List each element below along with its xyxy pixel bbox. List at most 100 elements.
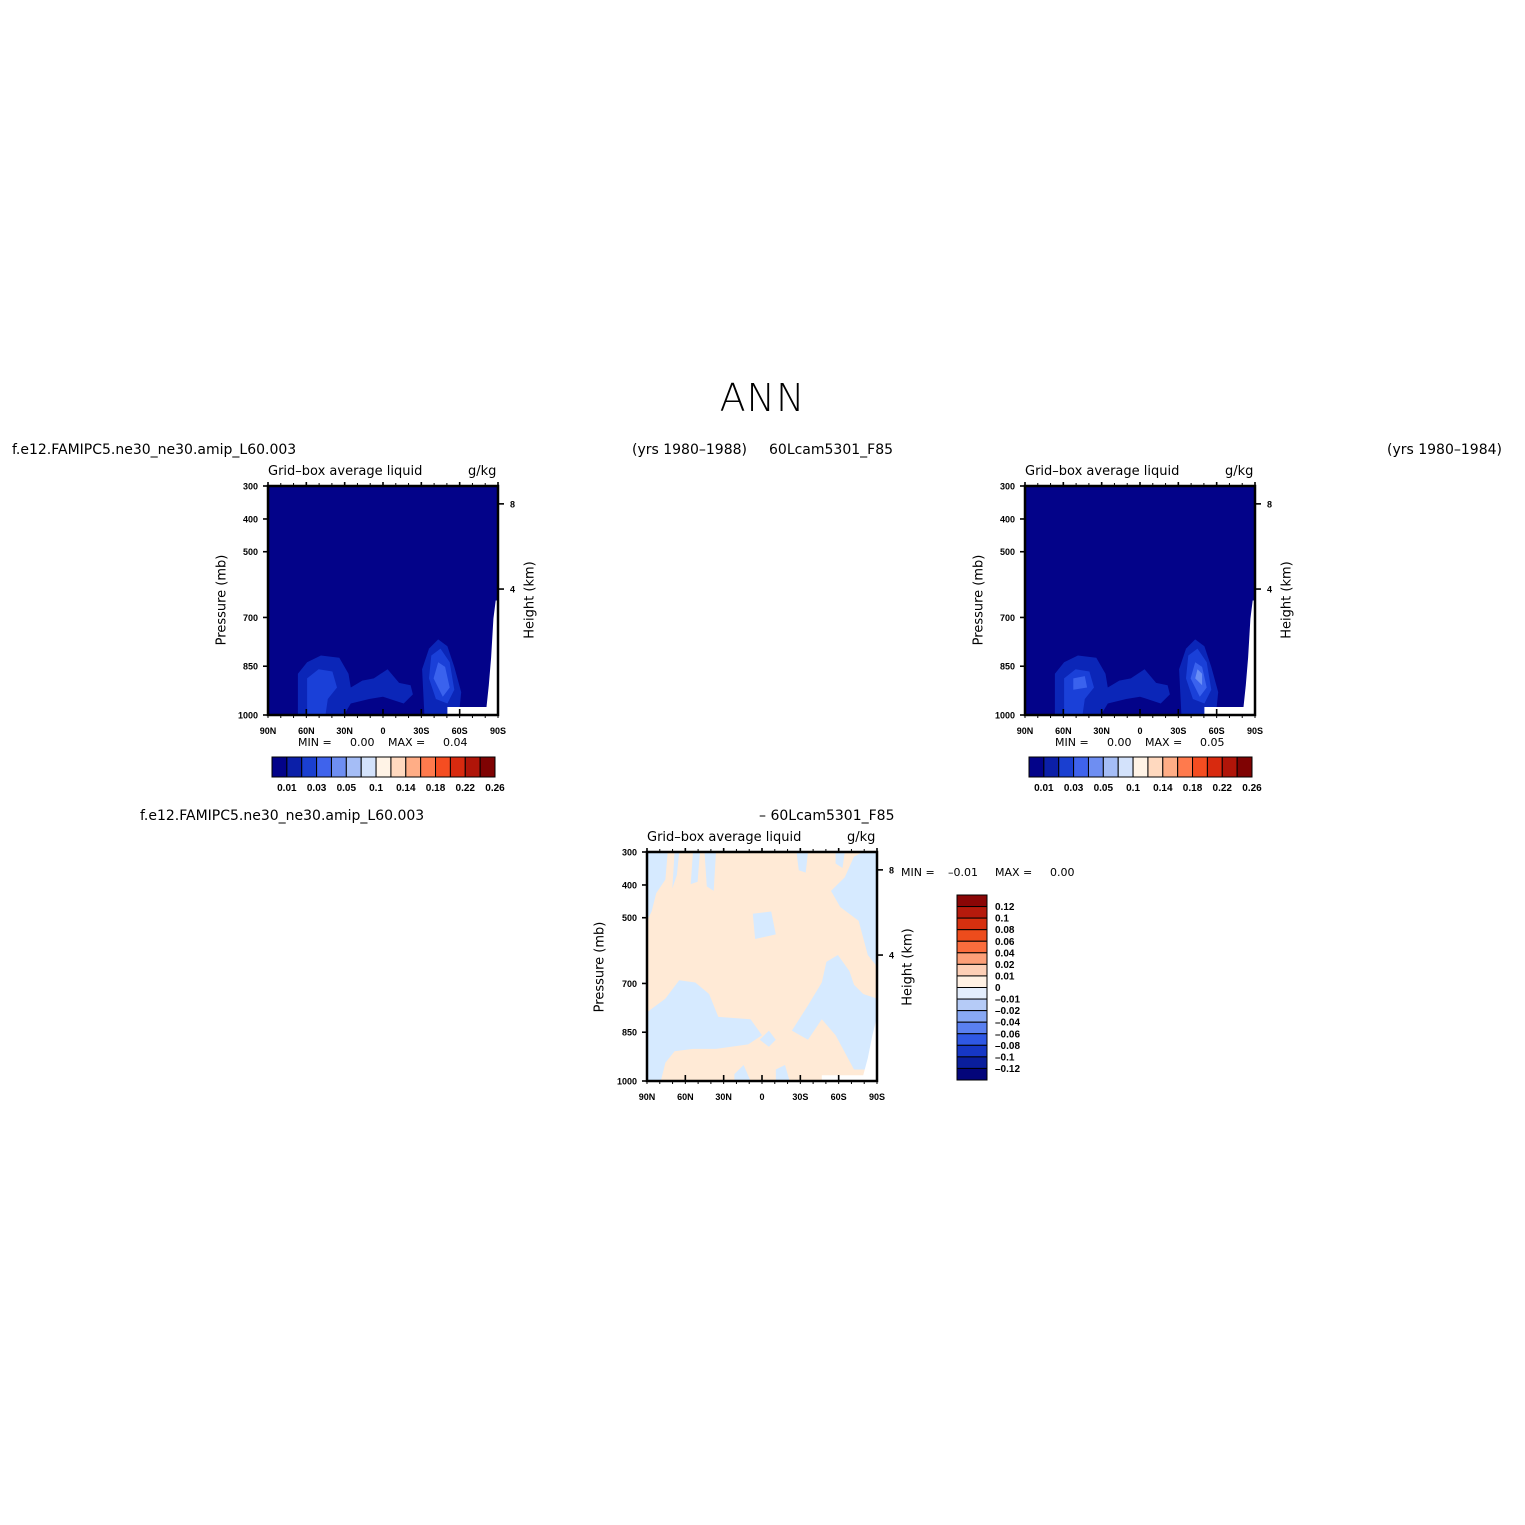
colorbar-swatch [1236,756,1253,778]
x-tick-label: 90S [490,726,506,736]
colorbar-label: 0.22 [1213,783,1233,794]
y-tick-label: 400 [1000,514,1015,524]
colorbar-label: –0.01 [995,995,1020,1006]
x-tick-label: 60S [1209,726,1225,736]
panel-units: g/kg [1225,464,1254,479]
colorbar-label: –0.04 [995,1018,1020,1029]
colorbar-swatch [956,952,988,965]
colorbar-label: –0.1 [995,1052,1015,1063]
panel-title: Grid–box average liquid [268,464,423,479]
y-tick-label: 300 [622,848,637,858]
colorbar-swatch [464,756,481,778]
colorbar-label: 0.18 [1183,783,1203,794]
colorbar-swatch [301,756,318,778]
min-value: 0.00 [1107,736,1132,749]
x-tick-label: 30N [715,1092,732,1102]
colorbar-swatch [449,756,466,778]
x-tick-label: 0 [759,1092,764,1102]
contour-level-4 [1195,669,1203,686]
max-label: MAX = [995,866,1033,879]
colorbar-label: 0 [995,983,1001,994]
colorbar-swatch [1147,756,1164,778]
contour-level-2 [1064,669,1094,715]
x-tick-label: 60S [831,1092,847,1102]
x-tick-label: 30N [1093,726,1110,736]
colorbar-swatch [956,940,988,954]
colorbar-label: 0.26 [485,783,505,794]
colorbar-swatch [479,756,496,778]
colorbar-label: 0.08 [995,925,1015,936]
colorbar-label: 0.03 [307,783,327,794]
panel-units: g/kg [468,464,497,479]
negative-anomaly-region [791,955,877,1070]
negative-anomaly-region [647,980,762,1081]
y-tick-label: 700 [622,979,637,989]
colorbar-swatch [316,756,332,778]
negative-anomaly-region [831,852,877,967]
colorbar-label: 0.05 [337,783,357,794]
colorbar-swatch [956,1067,988,1081]
colorbar-swatch [956,1033,988,1046]
y-tick-label: 1000 [238,711,258,721]
colorbar-swatch [1087,756,1104,778]
y-tick-label: 1000 [617,1077,637,1087]
panel-title: Grid–box average liquid [1025,464,1180,479]
contour-level-3 [1073,676,1088,690]
colorbar-label: 0.01 [995,971,1015,982]
x-tick-label: 0 [380,726,385,736]
y-tick-label: 700 [243,613,258,623]
colorbar-swatch [330,756,347,778]
min-label: MIN = [1055,736,1089,749]
panel-units: g/kg [847,830,876,845]
top-right-years-label: (yrs 1980–1984) [1387,442,1502,458]
max-label: MAX = [1145,736,1183,749]
x-tick-label: 60S [452,726,468,736]
y-tick-label: 850 [1000,662,1015,672]
panel-title: Grid–box average liquid [647,830,802,845]
colorbar-swatch [956,963,988,977]
colorbar-label: 0.01 [1034,783,1054,794]
colorbar-swatch [1192,756,1208,778]
colorbar-swatch [435,756,451,778]
colorbar-swatch [956,929,988,942]
top-left-years-label: (yrs 1980–1988) [632,442,747,458]
negative-anomaly-region [647,852,668,921]
colorbar-label: 0.18 [426,783,446,794]
colorbar-label: 0.06 [995,937,1015,948]
colorbar-swatch [1102,756,1119,778]
x-tick-label: 30S [792,1092,808,1102]
colorbar-swatch [375,756,392,778]
colorbar-swatch [956,975,988,988]
negative-anomaly-region [835,852,845,868]
x-tick-label: 30S [1170,726,1186,736]
colorbar-swatch [360,756,377,778]
colorbar-swatch [1117,756,1134,778]
colorbar-label: 0.01 [277,783,297,794]
y-tick-label: 700 [1000,613,1015,623]
colorbar-swatch [390,756,407,778]
colorbar-label: 0.05 [1094,783,1114,794]
page-title: ANN [719,376,806,420]
diff-title-left: f.e12.FAMIPC5.ne30_ne30.amip_L60.003 [140,808,425,824]
negative-anomaly-region [704,852,716,891]
colorbar-swatch [956,998,988,1012]
colorbar-swatch [956,1010,988,1023]
colorbar-swatch [956,894,988,908]
y2-tick-label: 8 [1267,499,1272,509]
y-tick-label: 850 [622,1028,637,1038]
topography-mask [1204,600,1255,715]
colorbar-label: –0.12 [995,1064,1020,1075]
y2-tick-label: 8 [510,499,515,509]
topography-mask [821,1016,877,1081]
min-value: –0.01 [948,866,978,879]
colorbar-swatch [1043,756,1060,778]
colorbar-swatch [1132,756,1149,778]
x-tick-label: 90S [869,1092,885,1102]
min-value: 0.00 [350,736,375,749]
x-tick-label: 90S [1247,726,1263,736]
topography-mask [447,600,498,715]
colorbar-swatch [956,917,988,931]
y-tick-label: 1000 [995,711,1015,721]
colorbar-swatch [1073,756,1089,778]
colorbar-label: 0.1 [995,914,1009,925]
